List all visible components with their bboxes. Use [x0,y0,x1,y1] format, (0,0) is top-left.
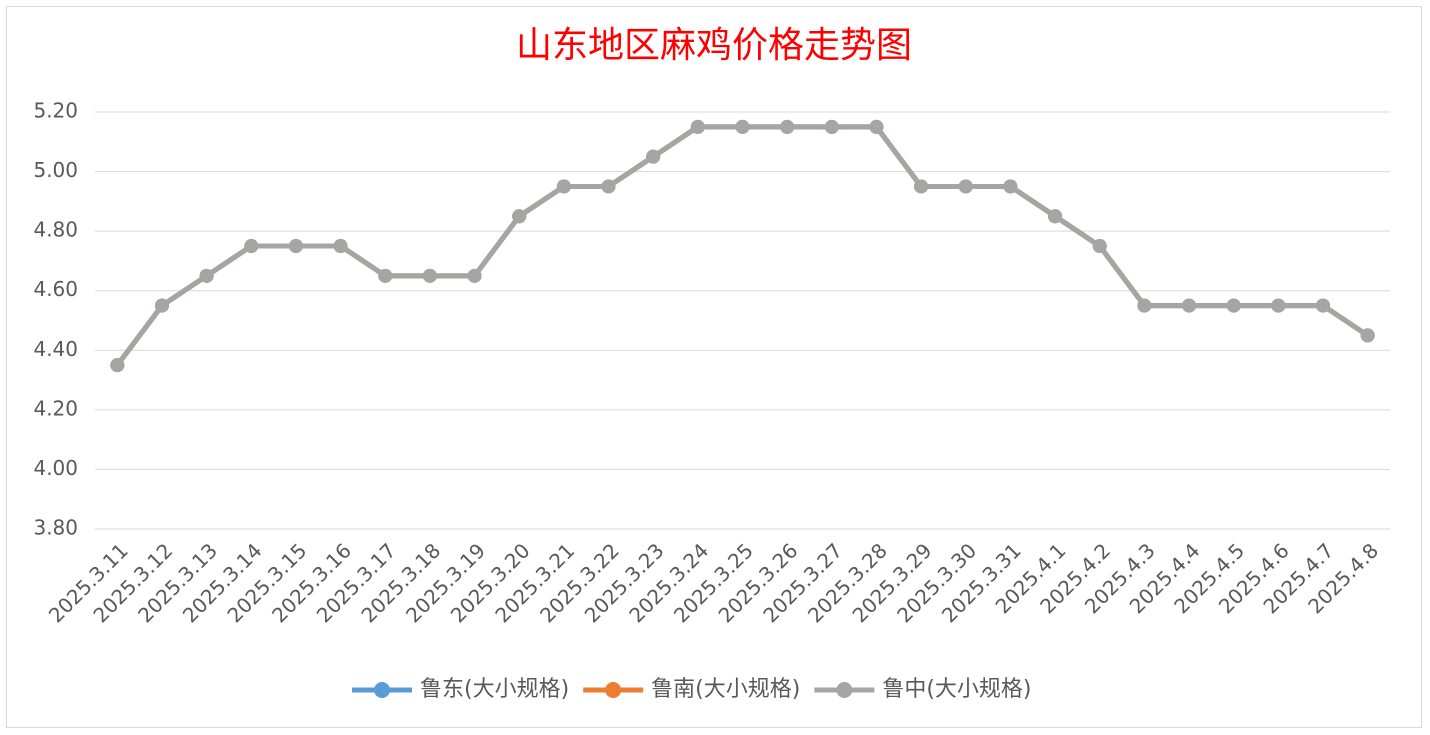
chart-title: 山东地区麻鸡价格走势图 [516,25,912,66]
point [154,298,169,313]
point [690,119,705,134]
point [378,268,393,283]
point [1271,298,1286,313]
point [914,179,929,194]
point [422,268,437,283]
point [1092,239,1107,254]
point [780,119,795,134]
y-tick-label: 4.60 [33,277,78,301]
y-tick-label: 4.00 [33,456,78,480]
point [735,119,750,134]
point [467,268,482,283]
point [512,209,527,224]
y-tick-label: 5.00 [33,158,78,182]
legend-label: 鲁中(大小规格) [882,677,1031,702]
point [1316,298,1331,313]
point [110,358,125,373]
point [333,239,348,254]
y-tick-label: 4.20 [33,396,78,420]
y-tick-label: 4.80 [33,218,78,242]
point [869,119,884,134]
point [601,179,616,194]
legend-label: 鲁东(大小规格) [420,677,569,702]
point [824,119,839,134]
y-tick-label: 4.40 [33,337,78,361]
legend-label: 鲁南(大小规格) [651,677,800,702]
point [1226,298,1241,313]
point [288,239,303,254]
legend-marker [374,682,390,698]
point [646,149,661,164]
point [1182,298,1197,313]
point [1360,328,1375,343]
point [1137,298,1152,313]
y-tick-label: 5.20 [33,99,78,123]
legend-marker [605,682,622,698]
point [1003,179,1018,194]
chart-border [6,6,1422,728]
point [244,239,259,254]
y-tick-label: 3.80 [33,516,78,540]
point [556,179,571,194]
point [199,268,214,283]
point [958,179,973,194]
point [1048,209,1063,224]
legend-marker [836,682,853,698]
